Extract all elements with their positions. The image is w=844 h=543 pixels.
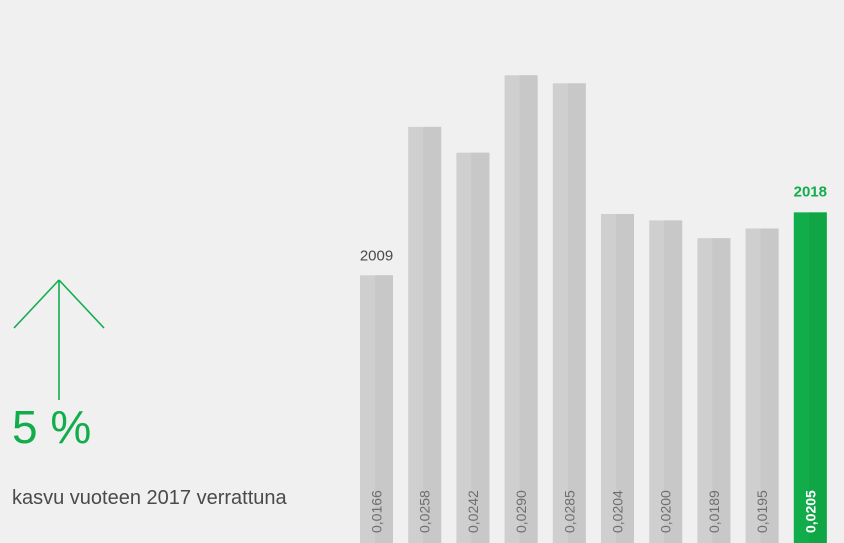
bar-value-label: 0,0166 <box>369 490 385 533</box>
bar-value-label: 0,0189 <box>706 490 722 533</box>
bar: 0,0258 <box>408 126 442 543</box>
bar: 0,0166 <box>360 275 393 543</box>
bar-value-label: 0,0200 <box>658 490 674 533</box>
bar-shade <box>808 212 827 543</box>
bar-value-label: 0,0195 <box>754 490 770 533</box>
bar-value-label: 0,0285 <box>561 490 577 533</box>
bar-highlight: 0,0205 <box>793 212 827 543</box>
bar: 0,0242 <box>456 152 490 543</box>
bar-shade <box>712 238 731 543</box>
bar-value-label: 0,0290 <box>513 490 529 533</box>
bar-shade <box>616 213 634 543</box>
growth-caption: kasvu vuoteen 2017 verrattuna <box>12 487 287 509</box>
bar: 0,0285 <box>552 83 586 543</box>
bar-shade <box>760 228 779 543</box>
bar-value-label: 0,0242 <box>465 490 481 533</box>
bar: 0,0290 <box>504 75 538 543</box>
bar-shade <box>423 126 442 543</box>
bar-shade <box>519 75 538 543</box>
year-label-start: 2009 <box>360 247 393 264</box>
bar: 0,0195 <box>745 228 779 543</box>
bar-shade <box>471 152 490 543</box>
bar: 0,0189 <box>697 238 731 543</box>
bar-shade <box>664 220 683 543</box>
bar-value-label: 0,0258 <box>417 490 433 533</box>
bar: 0,0200 <box>649 220 683 543</box>
arrow-up-icon <box>13 279 105 400</box>
year-label-end: 2018 <box>794 183 827 200</box>
growth-percentage: 5 % <box>12 401 92 453</box>
bar-shade <box>567 83 586 543</box>
bar-value-label: 0,0205 <box>802 490 818 533</box>
bar-shade <box>375 275 393 543</box>
bar: 0,0204 <box>601 213 634 543</box>
bar-value-label: 0,0204 <box>610 490 626 533</box>
